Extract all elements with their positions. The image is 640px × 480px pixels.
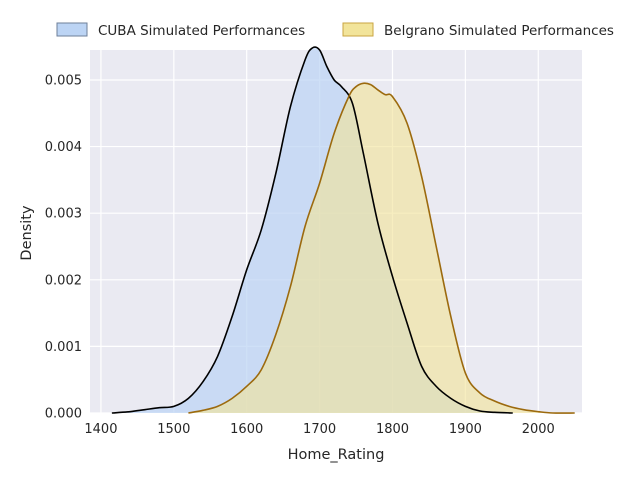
y-axis-label: Density [19, 205, 35, 261]
density-line-belgrano [188, 82, 575, 414]
x-tick-label: 1700 [303, 422, 336, 437]
tick-labels: 1400 1500 1600 1700 1800 1900 2000 0.000 0.001 0.… [45, 73, 555, 437]
y-tick-label: 0.003 [45, 207, 82, 222]
legend: CUBA Simulated Performances Belgrano Sim… [56, 22, 614, 39]
x-tick-label: 1900 [449, 422, 482, 437]
y-tick-label: 0.001 [45, 340, 82, 355]
density-line-cuba [111, 46, 513, 414]
density-fill-belgrano [188, 83, 575, 414]
y-tick-label: 0.004 [45, 140, 82, 155]
x-tick-label: 1400 [84, 422, 117, 437]
density-curves [111, 46, 575, 414]
y-tick-label: 0.000 [45, 407, 82, 422]
x-axis-label: Home_Rating [288, 447, 385, 463]
x-tick-label: 1500 [157, 422, 190, 437]
x-tick-label: 2000 [522, 422, 555, 437]
y-tick-label: 0.002 [45, 273, 82, 288]
legend-label-cuba: CUBA Simulated Performances [98, 23, 305, 39]
legend-swatch-belgrano [342, 22, 374, 37]
legend-swatch-cuba [56, 22, 88, 37]
x-tick-label: 1600 [230, 422, 263, 437]
legend-label-belgrano: Belgrano Simulated Performances [384, 23, 614, 39]
y-tick-label: 0.005 [45, 73, 82, 88]
x-tick-label: 1800 [376, 422, 409, 437]
